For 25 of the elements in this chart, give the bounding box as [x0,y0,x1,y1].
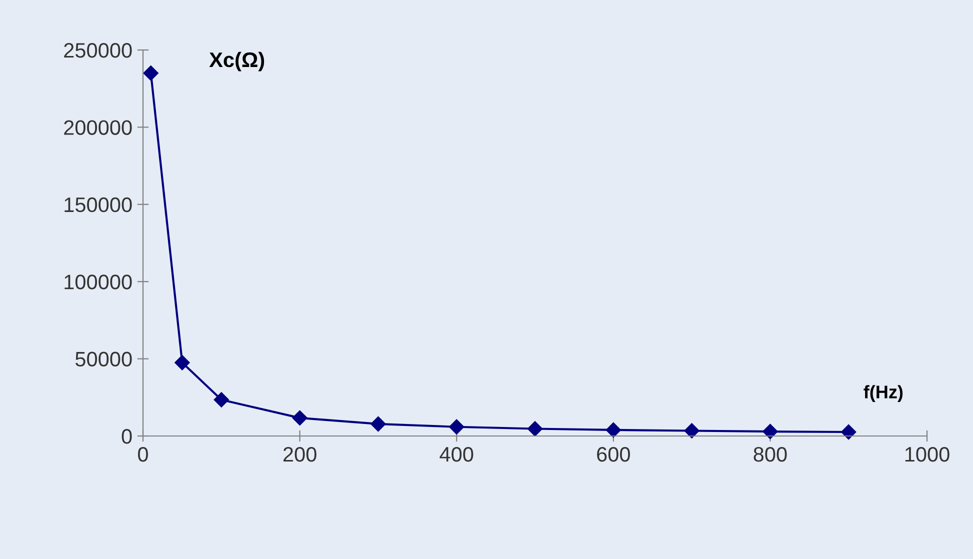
y-tick-label: 200000 [64,120,132,135]
point [370,416,386,432]
x-tick-label: 800 [754,446,787,462]
point [841,424,856,440]
point [174,355,190,370]
y-tick-label: 150000 [64,197,132,212]
point [527,421,543,436]
x-tick-label: 400 [440,446,474,462]
point [684,423,700,438]
point [292,410,308,426]
x-tick-label: 200 [283,446,316,462]
y-tick-label: 100000 [64,274,132,290]
y-tick-label: 250000 [64,43,132,58]
y-tick-label: 0 [122,429,132,444]
y-tick-label: 50000 [75,352,132,367]
point [214,392,229,408]
point [143,66,158,81]
point [449,419,464,434]
x-axis-title: f(Hz) [864,385,903,402]
point [606,422,621,438]
y-axis-title: Xc(Ω) [209,52,264,72]
x-tick-label: 600 [597,446,630,462]
x-tick-label: 1000 [905,446,950,462]
x-tick-label: 0 [138,446,148,462]
point [762,424,778,440]
